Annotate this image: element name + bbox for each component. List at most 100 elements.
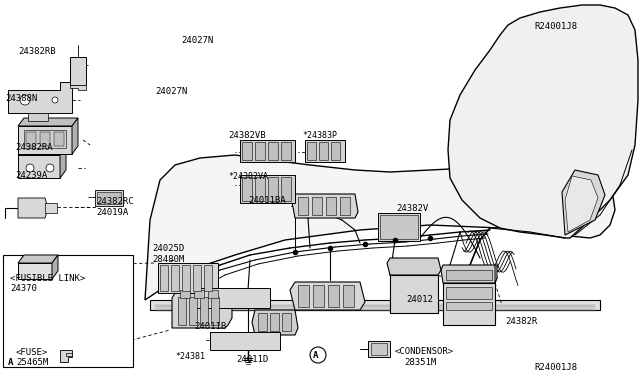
Bar	[270, 313, 279, 331]
Polygon shape	[8, 82, 72, 113]
Bar	[160, 265, 168, 291]
Bar	[210, 332, 280, 350]
Bar	[211, 297, 219, 325]
Bar	[255, 177, 265, 201]
Polygon shape	[72, 118, 78, 154]
Text: *24383P: *24383P	[302, 131, 337, 140]
Text: 24370: 24370	[10, 284, 37, 293]
Bar	[443, 283, 495, 325]
Circle shape	[26, 164, 34, 172]
Bar	[180, 290, 190, 298]
Bar	[371, 343, 387, 355]
Polygon shape	[441, 265, 497, 283]
Polygon shape	[18, 147, 66, 155]
Polygon shape	[60, 350, 72, 362]
Polygon shape	[18, 263, 52, 279]
Polygon shape	[292, 194, 358, 218]
Polygon shape	[18, 118, 78, 126]
Bar	[380, 215, 418, 239]
Circle shape	[20, 95, 30, 105]
Text: 24011B: 24011B	[194, 322, 227, 331]
Bar	[200, 297, 208, 325]
Bar	[70, 57, 86, 85]
Text: 24382RB: 24382RB	[18, 47, 56, 56]
Bar	[326, 197, 336, 215]
Polygon shape	[66, 353, 72, 356]
Bar	[340, 197, 350, 215]
Text: 24027N: 24027N	[155, 87, 188, 96]
Bar	[298, 197, 308, 215]
Text: *24381: *24381	[175, 352, 205, 361]
Bar	[45, 203, 57, 213]
Bar	[446, 287, 492, 299]
Bar	[26, 132, 36, 146]
Text: A: A	[314, 350, 319, 359]
Text: 24025D: 24025D	[152, 244, 184, 253]
Bar	[193, 265, 201, 291]
Polygon shape	[172, 293, 232, 328]
Polygon shape	[60, 147, 66, 178]
Polygon shape	[18, 255, 58, 263]
Text: 28351M: 28351M	[404, 358, 436, 367]
Polygon shape	[290, 282, 365, 310]
Text: 24011D: 24011D	[236, 355, 268, 364]
Text: 24382V: 24382V	[396, 204, 428, 213]
Text: 24382RC: 24382RC	[96, 197, 134, 206]
Circle shape	[46, 164, 54, 172]
Polygon shape	[18, 155, 60, 178]
Bar	[240, 175, 295, 203]
Bar	[182, 265, 190, 291]
Bar	[313, 285, 324, 307]
Bar	[378, 213, 420, 241]
Circle shape	[52, 97, 58, 103]
Bar	[312, 197, 322, 215]
Bar	[208, 290, 218, 298]
Text: <FUSE>: <FUSE>	[16, 348, 48, 357]
Bar	[281, 177, 291, 201]
Bar	[97, 192, 121, 204]
Bar	[255, 142, 265, 160]
Polygon shape	[387, 258, 441, 275]
Text: 24382R: 24382R	[505, 317, 537, 326]
Text: <CONDENSOR>: <CONDENSOR>	[395, 347, 454, 356]
Bar	[298, 285, 309, 307]
Text: 24382VB: 24382VB	[228, 131, 266, 140]
Bar	[305, 140, 345, 162]
Text: 25465M: 25465M	[16, 358, 48, 367]
Bar	[204, 265, 212, 291]
Bar	[258, 313, 267, 331]
Bar	[446, 270, 492, 280]
Bar	[282, 313, 291, 331]
Bar	[194, 290, 204, 298]
Polygon shape	[252, 310, 298, 335]
Polygon shape	[495, 265, 497, 283]
Text: 24382RA: 24382RA	[15, 143, 52, 152]
Polygon shape	[565, 176, 598, 232]
Text: A: A	[8, 358, 13, 367]
Text: R24001J8: R24001J8	[534, 363, 577, 372]
Text: <FUSIBLE LINK>: <FUSIBLE LINK>	[10, 274, 85, 283]
Bar	[319, 142, 328, 160]
Text: 24388N: 24388N	[5, 94, 37, 103]
Bar	[195, 288, 270, 308]
Polygon shape	[70, 85, 86, 90]
Bar	[240, 140, 295, 162]
Bar	[343, 285, 354, 307]
Text: 24239A: 24239A	[15, 171, 47, 180]
Bar	[95, 190, 123, 206]
Text: 24012: 24012	[406, 295, 433, 304]
Bar	[24, 130, 66, 148]
Text: R24001J8: R24001J8	[534, 22, 577, 31]
Bar	[390, 275, 438, 313]
Bar	[242, 142, 252, 160]
Bar	[28, 113, 48, 121]
Bar	[307, 142, 316, 160]
Polygon shape	[448, 5, 638, 238]
Text: 24019A: 24019A	[96, 208, 128, 217]
Polygon shape	[562, 170, 605, 235]
Bar	[268, 177, 278, 201]
Circle shape	[310, 347, 326, 363]
Bar	[281, 142, 291, 160]
Bar	[446, 302, 492, 310]
Polygon shape	[145, 155, 615, 300]
